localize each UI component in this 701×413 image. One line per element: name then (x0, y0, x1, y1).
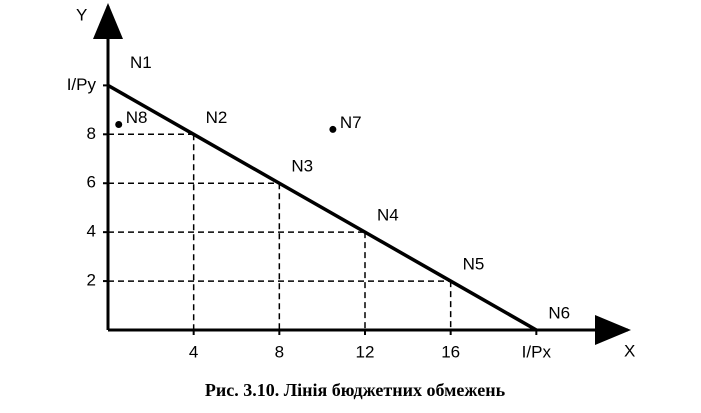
point-label: N1 (130, 53, 152, 72)
x-tick-label: I/Px (522, 342, 552, 361)
point-label: N8 (126, 108, 148, 127)
point-label: N6 (548, 303, 570, 322)
point (115, 121, 123, 129)
y-tick-label: 6 (87, 173, 96, 192)
y-tick-label: I/Py (67, 75, 97, 94)
y-axis-label: Y (76, 5, 87, 24)
y-tick-label: 2 (87, 271, 96, 290)
x-tick-label: 16 (441, 342, 460, 361)
point-label: N5 (463, 255, 485, 274)
point-label: N3 (291, 157, 313, 176)
point-label: N7 (340, 113, 362, 132)
x-tick-label: 8 (275, 342, 284, 361)
x-tick-label: 12 (356, 342, 375, 361)
point (329, 125, 337, 133)
point-label: N2 (206, 108, 228, 127)
y-tick-label: 8 (87, 124, 96, 143)
x-tick-label: 4 (189, 342, 198, 361)
y-tick-label: 4 (87, 222, 96, 241)
budget-line (107, 83, 538, 332)
point-label: N4 (377, 206, 399, 225)
x-axis-label: X (624, 341, 635, 360)
chart-title: Рис. 3.10. Лінія бюджетних обмежень (205, 380, 506, 400)
